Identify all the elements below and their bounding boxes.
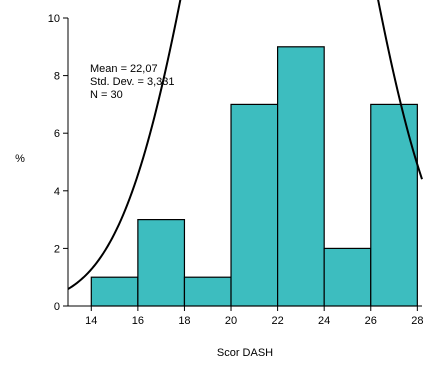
histogram-bar-20-22 xyxy=(230,103,279,307)
stats-line-2: Std. Dev. = 3,331 xyxy=(90,76,175,88)
y-axis-title: % xyxy=(15,153,25,165)
histogram-bar-18-20 xyxy=(183,276,232,307)
x-tick-label-22: 22 xyxy=(271,315,283,327)
histogram-bar-22-24 xyxy=(277,46,325,307)
histogram-bar-16-18 xyxy=(137,219,186,307)
histogram-bar-14-16 xyxy=(90,276,139,307)
y-tick-label-4: 4 xyxy=(54,186,60,198)
y-tick-label-6: 6 xyxy=(54,128,60,140)
x-tick-label-18: 18 xyxy=(178,315,190,327)
x-tick-label-26: 26 xyxy=(365,315,377,327)
y-tick-label-2: 2 xyxy=(54,243,60,255)
x-axis-title: Scor DASH xyxy=(217,347,273,359)
x-tick-label-28: 28 xyxy=(411,315,423,327)
x-tick-label-24: 24 xyxy=(318,315,330,327)
y-axis: 0 2 4 6 8 10 xyxy=(48,13,68,313)
x-tick-label-16: 16 xyxy=(132,315,144,327)
x-tick-label-20: 20 xyxy=(225,315,237,327)
normal-curve xyxy=(67,0,423,290)
stats-line-3: N = 30 xyxy=(90,89,123,101)
x-axis: 14 16 18 20 22 24 26 28 xyxy=(85,306,423,327)
histogram-bar-24-26 xyxy=(323,247,372,307)
y-tick-label-10: 10 xyxy=(48,13,60,25)
histogram-bar-26-28 xyxy=(370,103,418,307)
bars xyxy=(90,46,418,307)
stats-line-1: Mean = 22,07 xyxy=(90,63,158,75)
y-tick-label-0: 0 xyxy=(54,301,60,313)
y-tick-label-8: 8 xyxy=(54,71,60,83)
x-tick-label-14: 14 xyxy=(85,315,97,327)
